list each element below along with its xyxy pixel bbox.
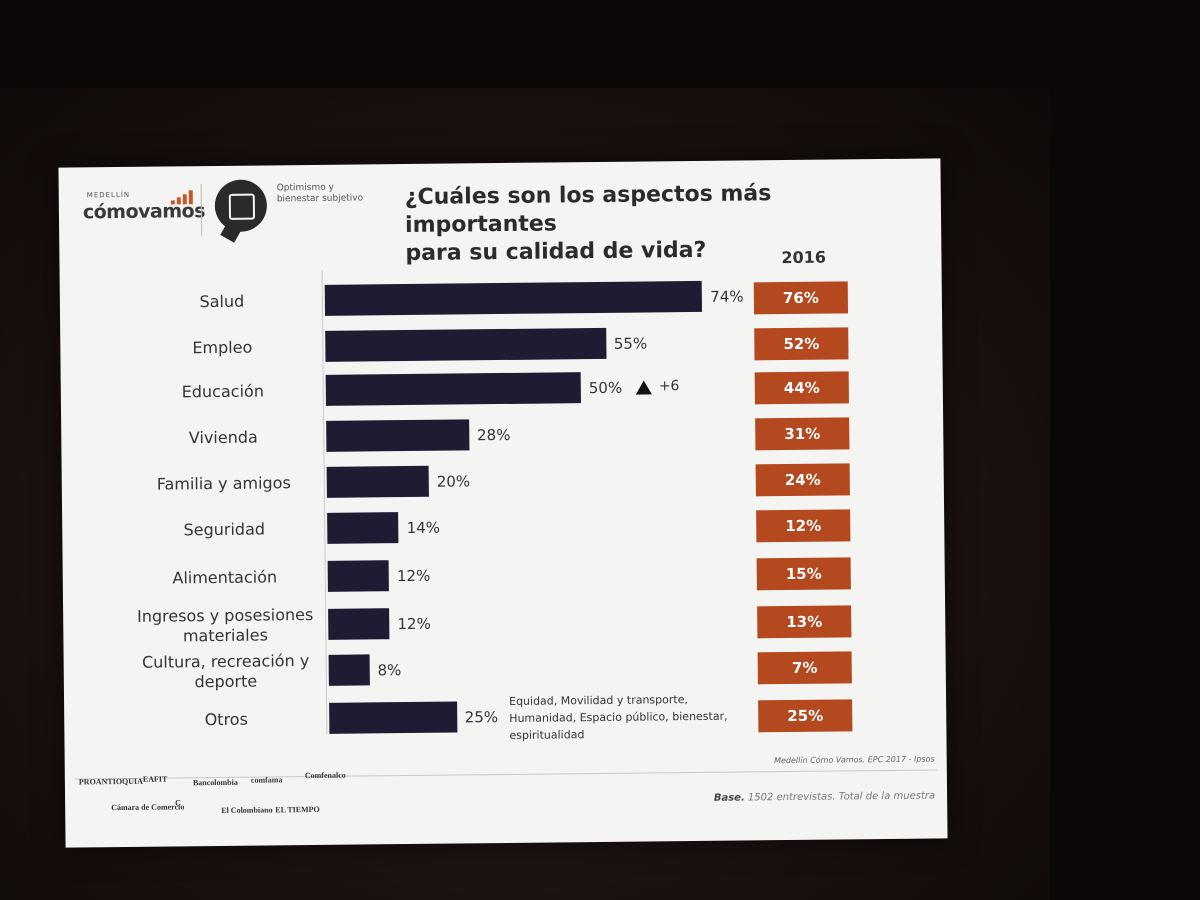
- sponsor-logo: Comfenalco: [304, 770, 346, 781]
- bar: [325, 372, 581, 406]
- sponsor-logo: Cámara de Comercio: [111, 802, 185, 813]
- bar-chart-icon: [170, 190, 197, 205]
- medellin-como-vamos-logo: MEDELLÍN cómovamos: [81, 188, 205, 229]
- comparison-2016-box: 52%: [754, 327, 849, 361]
- category-label: Educación: [181, 380, 265, 401]
- base-note: Base. 1502 entrevistas. Total de la mues…: [713, 790, 936, 804]
- category-label: Seguridad: [183, 518, 266, 539]
- bar: [328, 654, 370, 686]
- bar: [326, 419, 470, 452]
- value-label: 8%: [377, 661, 402, 680]
- sponsor-logo: PROANTIOQUIA: [78, 776, 143, 787]
- category-label: Cultura, recreación y deporte: [141, 650, 310, 691]
- chart-title: ¿Cuáles son los aspectos más importantes…: [404, 181, 772, 267]
- bar: [327, 512, 399, 544]
- bar: [324, 280, 703, 316]
- comparison-year: 2016: [781, 247, 827, 268]
- value-label: 12%: [397, 614, 431, 634]
- source-note: Medellín Cómo Vamos. EPC 2017 - Ipsos: [774, 754, 935, 766]
- category-label: Alimentación: [172, 566, 278, 587]
- comparison-2016-box: 13%: [757, 605, 852, 639]
- sponsor-logo: EL TIEMPO: [275, 804, 320, 815]
- value-label: 25%: [464, 708, 499, 727]
- comparison-2016-box: 31%: [755, 417, 850, 451]
- presentation-slide: MEDELLÍN cómovamos Optimismo y bienestar…: [58, 158, 948, 848]
- category-label: Ingresos y posesiones materiales: [136, 604, 314, 645]
- value-label: 20%: [436, 472, 471, 491]
- value-label: 50%: [588, 378, 623, 398]
- bar: [325, 327, 606, 362]
- value-label: 14%: [406, 518, 441, 538]
- bar: [327, 560, 390, 592]
- value-label: 12%: [396, 566, 431, 586]
- logo-small-text: MEDELLÍN: [86, 190, 131, 200]
- change-annotation: +6: [658, 378, 680, 395]
- category-label: Familia y amigos: [156, 472, 291, 494]
- category-label: Empleo: [192, 337, 253, 357]
- bar: [328, 608, 390, 640]
- comparison-2016-box: 12%: [756, 509, 851, 543]
- value-label: 28%: [476, 425, 511, 445]
- up-triangle-icon: [635, 380, 652, 395]
- section-label: Optimismo y bienestar subjetivo: [276, 182, 364, 205]
- comparison-2016-box: 25%: [758, 699, 853, 733]
- otros-note: Equidad, Movilidad y transporte, Humanid…: [509, 693, 728, 742]
- comparison-2016-box: 76%: [753, 281, 849, 315]
- comparison-2016-box: 24%: [755, 463, 850, 497]
- sponsor-logo: El Colombiano: [221, 805, 273, 815]
- value-label: 55%: [613, 334, 648, 353]
- bar: [329, 701, 457, 734]
- category-label: Vivienda: [188, 427, 258, 447]
- document-speech-icon: [214, 179, 268, 232]
- comparison-2016-box: 15%: [756, 557, 851, 591]
- sponsor-logo: comfama: [250, 775, 283, 785]
- sponsor-logo: EAFIT: [142, 774, 168, 784]
- category-label: Otros: [204, 709, 248, 729]
- sponsor-logo: Bancolombia: [192, 777, 238, 788]
- comparison-2016-box: 44%: [754, 371, 849, 405]
- value-label: 74%: [710, 287, 744, 306]
- category-label: Salud: [199, 291, 245, 311]
- sponsor-logo: C: [175, 798, 181, 808]
- comparison-2016-box: 7%: [757, 651, 852, 685]
- bar: [326, 465, 429, 498]
